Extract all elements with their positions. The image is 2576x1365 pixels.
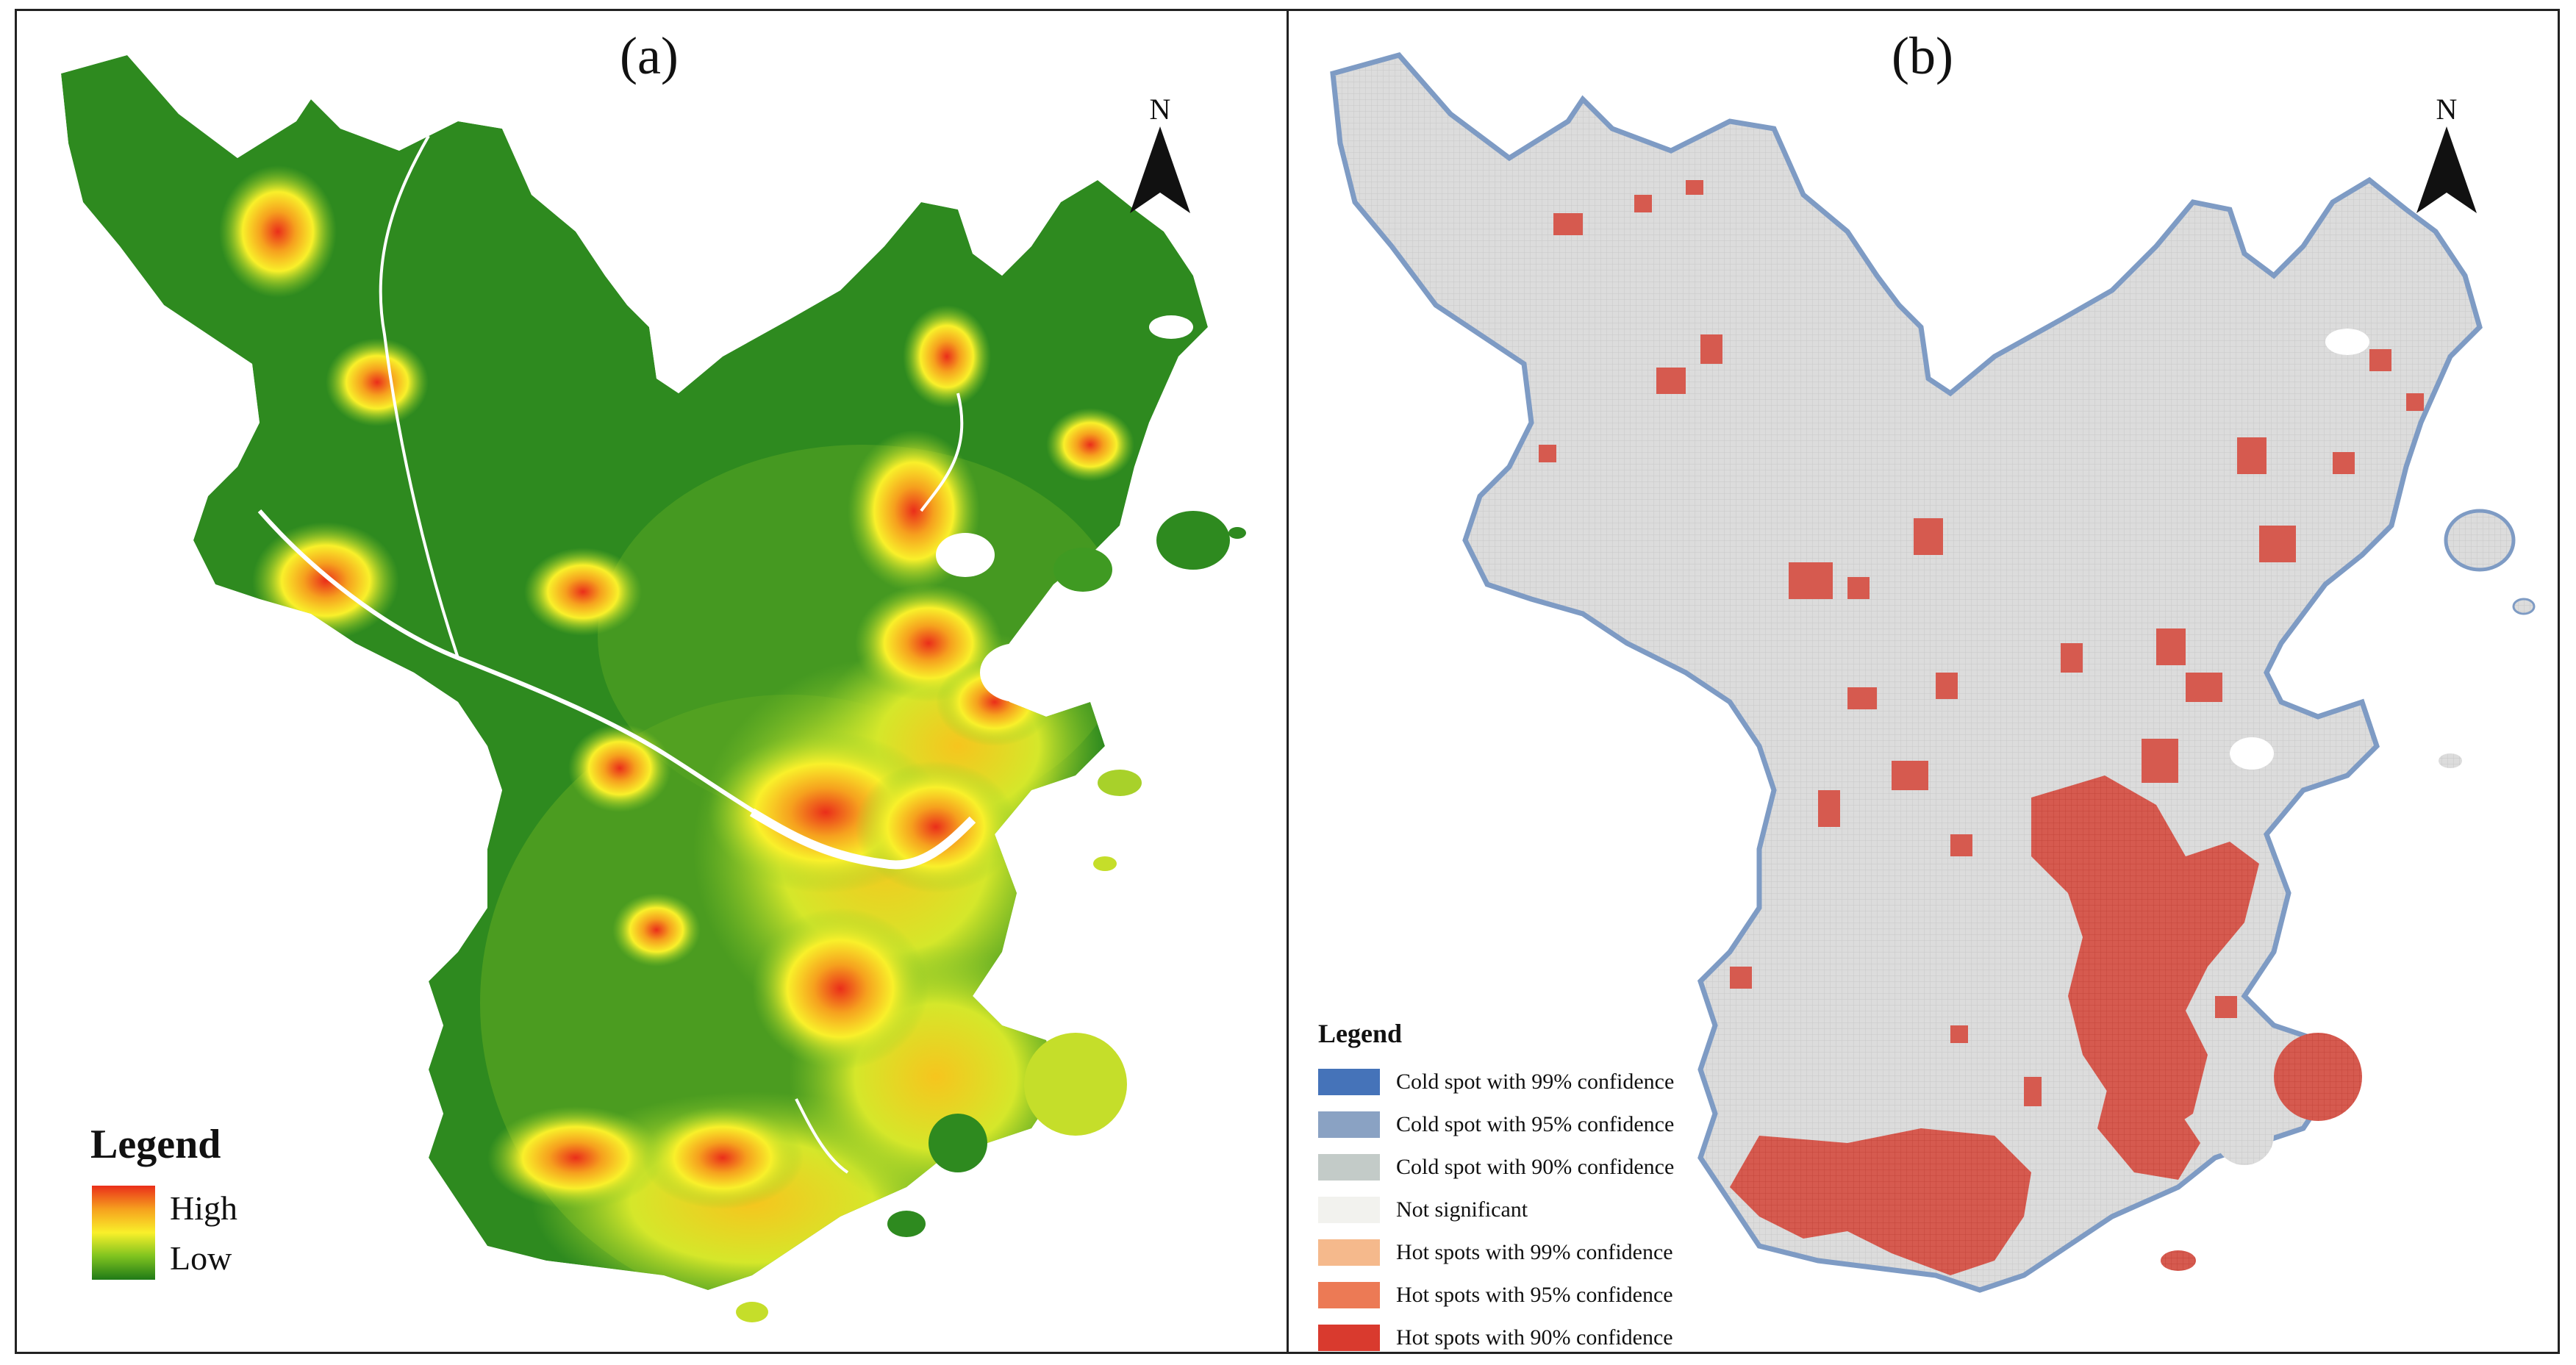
legend-item-cold-90: Cold spot with 90% confidence: [1318, 1146, 1674, 1189]
panel-b: (b) N Legend Cold spot with 99% confiden…: [1289, 11, 2558, 1352]
legend-swatch: [1318, 1282, 1380, 1308]
north-arrow: N: [2414, 92, 2480, 218]
legend-b: Legend Cold spot with 99% confidence Col…: [1318, 1018, 1674, 1359]
north-label: N: [2436, 93, 2458, 126]
panel-a-label: (a): [620, 26, 679, 85]
legend-item-label: Hot spots with 90% confidence: [1396, 1325, 1673, 1350]
legend-swatch: [1318, 1239, 1380, 1266]
legend-item-hot-99: Hot spots with 99% confidence: [1318, 1231, 1674, 1274]
legend-swatch: [1318, 1154, 1380, 1181]
legend-swatch: [1318, 1111, 1380, 1138]
legend-a: Legend High Low: [90, 1121, 237, 1280]
legend-item-not-significant: Not significant: [1318, 1189, 1674, 1231]
legend-item-label: Cold spot with 95% confidence: [1396, 1112, 1675, 1136]
legend-item-label: Cold spot with 90% confidence: [1396, 1155, 1675, 1179]
panel-b-label: (b): [1892, 26, 1953, 85]
legend-swatch: [1318, 1069, 1380, 1095]
legend-item-label: Not significant: [1396, 1197, 1528, 1222]
legend-item-cold-95: Cold spot with 95% confidence: [1318, 1103, 1674, 1146]
legend-a-title: Legend: [90, 1122, 221, 1167]
north-arrow: N: [1127, 92, 1193, 218]
legend-item-label: Hot spots with 95% confidence: [1396, 1283, 1673, 1307]
legend-item-cold-99: Cold spot with 99% confidence: [1318, 1061, 1674, 1103]
legend-b-title: Legend: [1318, 1019, 1403, 1048]
hotspot-map: [1289, 11, 2536, 1352]
color-ramp: [92, 1186, 155, 1280]
legend-high-label: High: [170, 1189, 237, 1227]
legend-item-hot-90: Hot spots with 90% confidence: [1318, 1316, 1674, 1359]
legend-swatch: [1318, 1325, 1380, 1351]
density-map: [61, 55, 1246, 1322]
north-label: N: [1149, 93, 1171, 126]
legend-item-hot-95: Hot spots with 95% confidence: [1318, 1274, 1674, 1316]
legend-low-label: Low: [170, 1239, 232, 1277]
panel-divider: [1287, 9, 1289, 1354]
panel-a: (a) N Legend High Low: [17, 11, 1287, 1352]
legend-swatch: [1318, 1197, 1380, 1223]
legend-item-label: Cold spot with 99% confidence: [1396, 1070, 1675, 1094]
north-arrow-icon: [2416, 126, 2477, 213]
legend-item-label: Hot spots with 99% confidence: [1396, 1240, 1673, 1264]
north-arrow-icon: [1130, 126, 1190, 213]
